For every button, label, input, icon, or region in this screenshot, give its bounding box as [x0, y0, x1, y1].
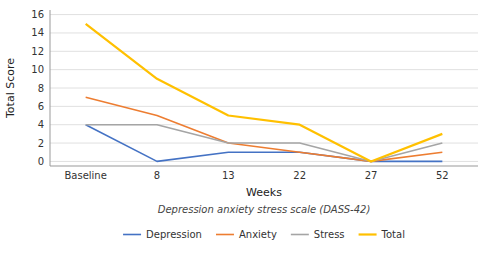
- y-tick-label: 10: [31, 64, 44, 75]
- series-line: [86, 97, 443, 161]
- series-line: [86, 125, 443, 162]
- x-tick-label: 13: [222, 170, 235, 181]
- grid-line: [50, 14, 478, 15]
- x-axis-line: [50, 166, 478, 167]
- grid-line: [50, 88, 478, 89]
- x-tick-label: Baseline: [64, 170, 106, 181]
- y-tick-label: 12: [31, 46, 44, 57]
- y-tick-label: 16: [31, 9, 44, 20]
- legend-label: Total: [381, 229, 405, 240]
- legend-swatch: [123, 234, 141, 236]
- y-tick-label: 4: [38, 119, 44, 130]
- x-tick-label: 27: [365, 170, 378, 181]
- series-line: [86, 125, 443, 162]
- plot-lines: [86, 24, 443, 162]
- series-line: [86, 24, 443, 162]
- y-tick-label: 2: [38, 138, 44, 149]
- legend-swatch: [359, 233, 377, 235]
- legend-label: Anxiety: [239, 229, 277, 240]
- grid-line: [50, 69, 478, 70]
- grid-line: [50, 106, 478, 107]
- x-axis-label: Weeks: [246, 186, 282, 199]
- x-tick-label: 8: [154, 170, 160, 181]
- y-tick-label: 14: [31, 27, 44, 38]
- x-tick-label: 22: [293, 170, 306, 181]
- y-tick-label: 8: [38, 83, 44, 94]
- legend-label: Stress: [314, 229, 345, 240]
- y-axis-line: [50, 10, 51, 166]
- chart: 0 2 4 6 8 10 12 14 16 Baseline 8 13 22 27 52 Total Scor…: [0, 0, 490, 276]
- y-tick-label: 0: [38, 156, 44, 167]
- y-tick-label: 6: [38, 101, 44, 112]
- x-tick-label: 52: [436, 170, 449, 181]
- legend-swatch: [291, 234, 309, 236]
- legend-label: Depression: [146, 229, 202, 240]
- subtitle: Depression anxiety stress scale (DASS-42…: [158, 204, 371, 215]
- legend-swatch: [216, 234, 234, 236]
- legend: Depression Anxiety Stress Total: [123, 229, 405, 240]
- y-axis-label: Total Score: [4, 58, 17, 119]
- grid-line: [50, 51, 478, 52]
- grid-line: [50, 32, 478, 33]
